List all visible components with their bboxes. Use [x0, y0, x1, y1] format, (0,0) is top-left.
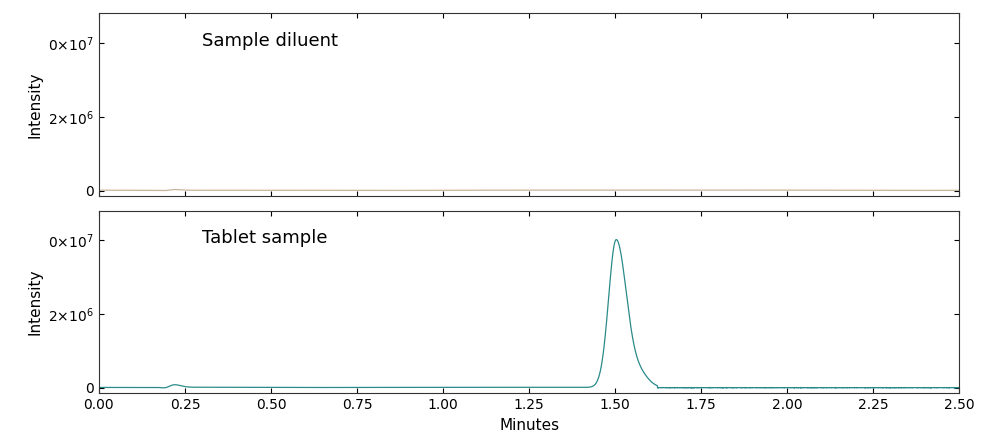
Text: Tablet sample: Tablet sample [202, 229, 327, 247]
Text: Sample diluent: Sample diluent [202, 32, 338, 50]
Y-axis label: Intensity: Intensity [28, 269, 43, 335]
Y-axis label: Intensity: Intensity [28, 72, 43, 138]
X-axis label: Minutes: Minutes [499, 418, 559, 433]
